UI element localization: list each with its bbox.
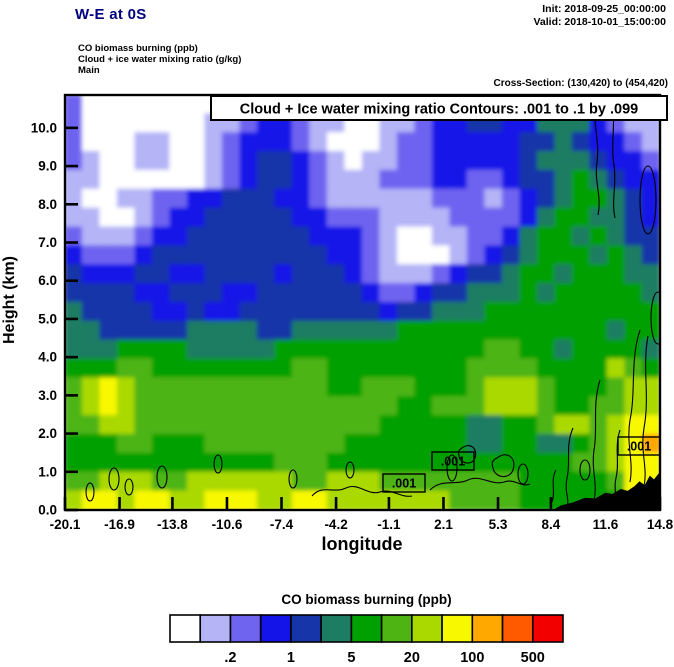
valid-timestamp: Valid: 2018-10-01_15:00:00 [533,16,666,28]
terrain-silhouette [552,471,660,510]
x-tick-label: -16.9 [104,517,135,532]
y-tick-label: 8.0 [38,197,57,212]
y-tick-label: 6.0 [38,273,57,288]
x-tick-label: 2.1 [434,517,453,532]
run-info: Init: 2018-09-25_00:00:00 Valid: 2018-10… [533,3,666,29]
colorbar-tick-label: 500 [521,650,545,666]
x-tick-label: -1.1 [377,517,401,532]
colorbar-tick-label: 100 [460,650,484,666]
init-timestamp: Init: 2018-09-25_00:00:00 [542,3,666,15]
colorbar-cell [501,614,534,643]
y-tick-label: 7.0 [38,235,57,250]
cross-section-coords: Cross-Section: (130,420) to (454,420) [493,78,668,89]
axis-ticks [63,126,662,512]
y-tick-label: 9.0 [38,159,57,174]
x-axis-title: longitude [322,534,403,554]
x-tick-label: -13.8 [157,517,188,532]
co-shaded-field [65,95,660,510]
colorbar: CO biomass burning (ppb) .2 1 5 20 100 500 [169,592,564,666]
colorbar-cell [411,614,443,643]
plot-title-box: Cloud + Ice water mixing ratio Contours:… [210,95,668,121]
colorbar-cell [229,614,262,643]
colorbar-cell [350,614,383,643]
y-tick-label: 10.0 [31,120,57,135]
plot-title-text: Cloud + Ice water mixing ratio Contours:… [240,102,638,118]
x-tick-label: 8.4 [541,517,560,532]
colorbar-tick-label: .2 [224,650,236,666]
x-tick-label: -20.1 [50,517,81,532]
x-tick-label: -10.6 [212,517,243,532]
colorbar-cell [471,614,504,643]
colorbar-cell [199,614,232,643]
colorbar-tick-label: 5 [347,650,355,666]
colorbar-cell [290,614,322,643]
y-tick-label: 1.0 [38,464,57,479]
x-tick-label: 14.8 [647,517,674,532]
x-tick-label: 5.3 [489,517,508,532]
x-tick-label: -4.2 [324,517,347,532]
y-tick-label: 0.0 [38,503,57,518]
contour-label-text: .001 [627,440,651,454]
colorbar-cell [259,614,292,643]
grid-label: Main [78,65,100,76]
colorbar-cell [320,614,353,643]
x-tick-labels: -20.1 -16.9 -13.8 -10.6 -7.4 -4.2 -1.1 2.1 5.3 8.… [50,517,674,532]
colorbar-title: CO biomass burning (ppb) [281,592,451,607]
y-tick-label: 2.0 [38,426,57,441]
y-tick-label: 4.0 [38,350,57,365]
y-tick-labels: 0.0 1.0 2.0 3.0 4.0 5.0 6.0 7.0 8.0 9.0 10.0 [31,120,57,517]
x-tick-label: -7.4 [270,517,294,532]
variable-info-block: CO biomass burning (ppb) Cloud + ice wat… [78,43,241,76]
colorbar-cell [441,614,474,643]
colorbar-cell [531,614,564,643]
colorbar-tick-label: 20 [404,650,420,666]
contour-label-text: .001 [392,477,416,491]
fill-variable-label: CO biomass burning (ppb) [78,43,198,54]
contour-label-text: .001 [441,455,465,469]
contour-labels: .001 .001 .001 [382,436,661,493]
y-tick-label: 5.0 [38,311,57,326]
page-title: W-E at 0S [75,6,147,23]
y-tick-label: 3.0 [38,388,57,403]
colorbar-cell [380,614,413,643]
y-axis-title: Height (km) [1,256,18,344]
colorbar-cell [169,614,202,643]
contour-variable-label: Cloud + ice water mixing ratio (g/kg) [78,54,242,65]
x-tick-label: 11.6 [593,517,619,532]
colorbar-tick-label: 1 [287,650,295,666]
